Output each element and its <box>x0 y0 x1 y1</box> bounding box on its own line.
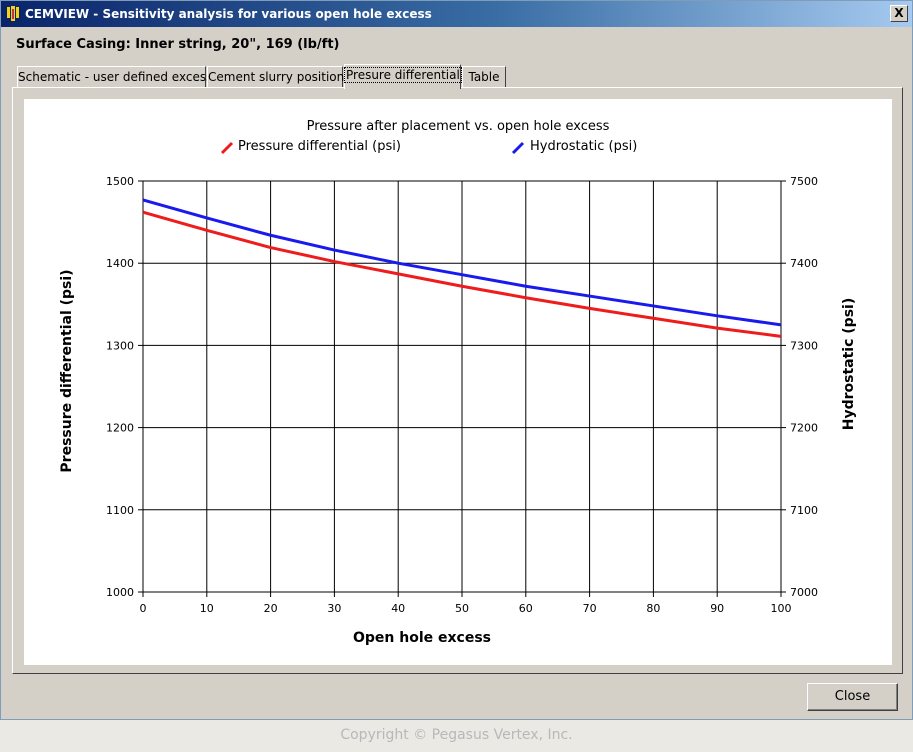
y-left-tick-label: 1000 <box>106 586 134 599</box>
y-right-tick-label: 7100 <box>790 504 818 517</box>
copyright-text: Copyright © Pegasus Vertex, Inc. <box>340 727 573 743</box>
y-left-tick-label: 1500 <box>106 175 134 188</box>
pressure-differential-series-line <box>142 210 782 338</box>
x-tick-label: 30 <box>327 602 341 615</box>
tab-table[interactable]: Table <box>462 66 506 88</box>
y-left-tick-label: 1400 <box>106 257 134 270</box>
window-title: CEMVIEW - Sensitivity analysis for vario… <box>25 7 432 21</box>
legend-swatch-hydrostatic <box>511 141 525 155</box>
legend-label-pressure: Pressure differential (psi) <box>238 139 401 154</box>
app-icon <box>5 5 21 22</box>
x-tick-label: 20 <box>264 602 278 615</box>
legend-swatch-pressure <box>220 141 234 155</box>
chart-area: 0 10 20 30 40 50 60 70 80 90 100 1000 7000 1100 7100 12… <box>24 99 892 665</box>
hydrostatic-series-line <box>142 198 782 327</box>
y-axis-right-label: Hydrostatic (psi) <box>841 297 857 431</box>
cemview-window: CEMVIEW - Sensitivity analysis for vario… <box>0 0 913 720</box>
y-right-tick-label: 7500 <box>790 175 818 188</box>
tab-schematic-label: Schematic - user defined excess <box>18 70 213 84</box>
y-left-tick-label: 1200 <box>106 422 134 435</box>
y-right-tick-label: 7300 <box>790 339 818 352</box>
legend-label-hydrostatic: Hydrostatic (psi) <box>530 139 638 154</box>
x-axis-label: Open hole excess <box>353 630 491 646</box>
pressure-chart: 0 10 20 30 40 50 60 70 80 90 100 1000 7000 1100 7100 12… <box>106 175 818 615</box>
window-close-button[interactable]: X <box>890 5 908 22</box>
y-right-tick-label: 7000 <box>790 586 818 599</box>
tab-cement-slurry-positions[interactable]: Cement slurry positions <box>207 66 351 88</box>
close-button[interactable]: Close <box>807 683 898 711</box>
y-axis-left-label: Pressure differential (psi) <box>59 269 75 473</box>
x-tick-label: 60 <box>519 602 533 615</box>
tab-schematic[interactable]: Schematic - user defined excess <box>17 66 212 88</box>
x-tick-label: 90 <box>710 602 724 615</box>
x-tick-label: 50 <box>455 602 469 615</box>
x-tick-label: 40 <box>391 602 405 615</box>
chart-title: Pressure after placement vs. open hole e… <box>306 119 610 134</box>
title-bar[interactable]: CEMVIEW - Sensitivity analysis for vario… <box>1 1 912 27</box>
tab-panel: 0 10 20 30 40 50 60 70 80 90 100 1000 7000 1100 7100 12… <box>12 87 903 674</box>
tab-cement-slurry-label: Cement slurry positions <box>208 70 351 84</box>
x-tick-label: 0 <box>140 602 147 615</box>
tab-table-label: Table <box>468 70 500 84</box>
y-right-tick-label: 7200 <box>790 422 818 435</box>
x-tick-label: 70 <box>583 602 597 615</box>
tab-pressure-differential-label: Presure differential <box>344 67 462 83</box>
y-left-tick-label: 1300 <box>106 339 134 352</box>
x-tick-label: 100 <box>771 602 792 615</box>
y-left-tick-label: 1100 <box>106 504 134 517</box>
x-tick-label: 80 <box>646 602 660 615</box>
tab-pressure-differential[interactable]: Presure differential <box>344 64 462 89</box>
y-right-tick-label: 7400 <box>790 257 818 270</box>
x-tick-label: 10 <box>200 602 214 615</box>
casing-subtitle: Surface Casing: Inner string, 20", 169 (… <box>16 37 340 52</box>
